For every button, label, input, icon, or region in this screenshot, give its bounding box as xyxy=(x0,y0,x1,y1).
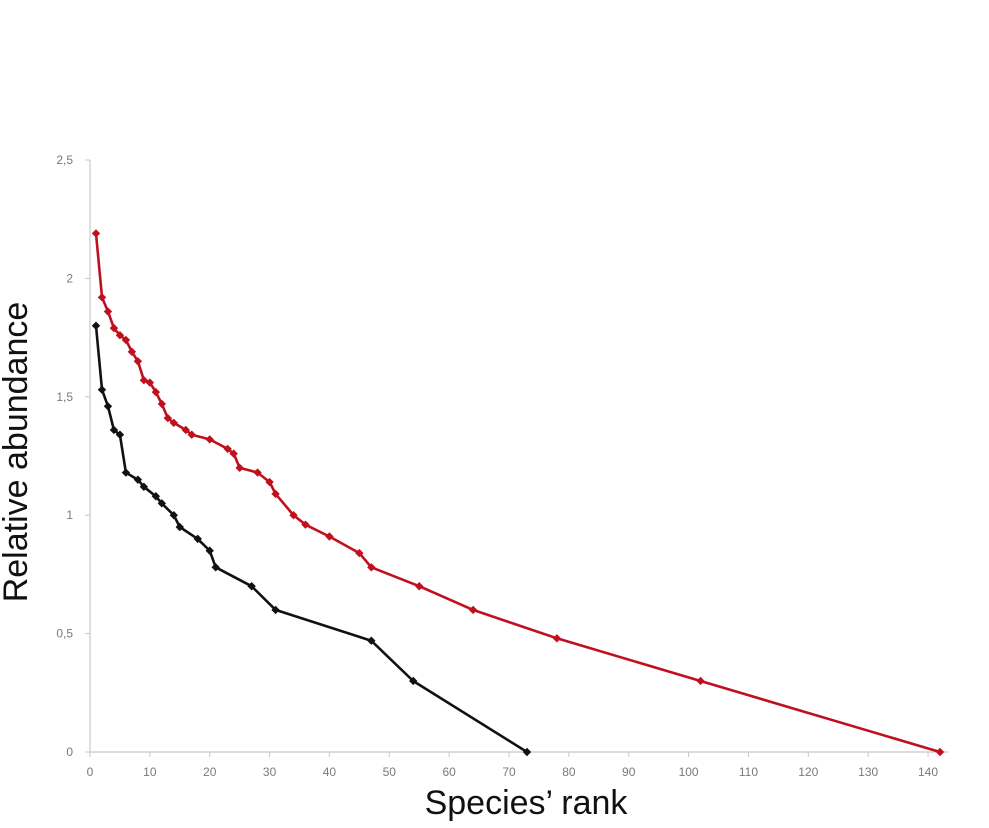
data-point-marker xyxy=(409,676,418,686)
y-tick-label: 2 xyxy=(66,271,73,285)
data-point-marker xyxy=(367,636,376,645)
data-point-marker xyxy=(169,418,179,428)
data-point-marker xyxy=(145,378,155,387)
data-point-marker xyxy=(103,307,113,316)
data-point-marker xyxy=(127,347,137,357)
x-tick-label: 60 xyxy=(442,765,456,779)
data-point-marker xyxy=(121,468,131,477)
data-point-marker xyxy=(169,511,179,520)
y-tick-label: 0 xyxy=(66,745,73,759)
data-point-marker xyxy=(103,402,113,411)
data-point-marker xyxy=(163,413,173,423)
x-tick-label: 10 xyxy=(143,765,157,779)
data-point-marker xyxy=(193,534,202,544)
x-axis-title: Species’ rank xyxy=(425,784,629,822)
data-point-marker xyxy=(97,293,107,302)
y-tick-label: 1,5 xyxy=(56,390,73,404)
data-point-marker xyxy=(223,444,232,454)
data-point-marker xyxy=(522,747,532,757)
data-point-marker xyxy=(355,548,364,558)
data-point-marker xyxy=(91,321,101,330)
y-tick-label: 2,5 xyxy=(56,153,73,167)
data-point-marker xyxy=(181,425,190,435)
series-red xyxy=(91,229,945,757)
x-tick-label: 100 xyxy=(679,765,699,779)
data-point-marker xyxy=(265,477,274,487)
x-tick-label: 140 xyxy=(918,765,938,779)
x-tick-label: 70 xyxy=(502,765,516,779)
data-point-marker xyxy=(468,605,478,615)
data-point-marker xyxy=(271,489,280,499)
series-black xyxy=(91,321,532,757)
data-point-marker xyxy=(935,747,945,757)
data-point-marker xyxy=(175,522,184,532)
data-point-marker xyxy=(187,430,196,439)
data-point-marker xyxy=(552,634,562,643)
series-layer xyxy=(91,229,945,757)
tick-labels: 0 10 20 30 40 50 60 70 80 90 100 110 120 130 140 0 0,5 1 1… xyxy=(56,153,938,779)
data-point-marker xyxy=(205,435,214,444)
data-point-marker xyxy=(253,468,262,477)
data-point-marker xyxy=(367,563,376,572)
data-point-marker xyxy=(696,676,705,686)
data-point-marker xyxy=(415,582,424,591)
data-point-marker xyxy=(205,546,214,555)
y-tick-label: 1 xyxy=(66,508,73,522)
data-point-marker xyxy=(133,357,143,366)
data-point-marker xyxy=(97,385,107,394)
data-point-marker xyxy=(235,463,244,473)
series-line xyxy=(94,325,528,754)
data-point-marker xyxy=(157,499,167,508)
data-point-marker xyxy=(157,399,167,409)
data-point-marker xyxy=(325,532,334,541)
data-point-marker xyxy=(109,425,119,435)
x-tick-label: 90 xyxy=(622,765,636,779)
data-point-marker xyxy=(151,492,161,501)
data-point-marker xyxy=(151,387,161,397)
x-tick-label: 50 xyxy=(383,765,397,779)
x-tick-label: 130 xyxy=(858,765,878,779)
x-tick-label: 0 xyxy=(87,765,94,779)
data-point-marker xyxy=(247,582,256,591)
data-point-marker xyxy=(115,430,125,439)
x-tick-label: 30 xyxy=(263,765,277,779)
x-tick-label: 40 xyxy=(323,765,337,779)
data-point-marker xyxy=(121,335,131,345)
data-point-marker xyxy=(229,449,238,458)
data-point-marker xyxy=(289,511,298,520)
data-point-marker xyxy=(91,229,101,238)
y-axis-title: Relative abundance xyxy=(0,302,35,603)
data-point-marker xyxy=(133,475,143,484)
axes xyxy=(89,160,948,753)
x-tick-label: 110 xyxy=(739,765,758,779)
data-point-marker xyxy=(139,482,149,491)
data-point-marker xyxy=(301,520,310,529)
x-tick-label: 20 xyxy=(203,765,217,779)
data-point-marker xyxy=(271,605,280,615)
series-line xyxy=(94,233,941,754)
x-tick-label: 80 xyxy=(562,765,576,779)
data-point-marker xyxy=(109,323,119,333)
data-point-marker xyxy=(115,331,125,340)
data-point-marker xyxy=(211,563,220,572)
y-tick-label: 0,5 xyxy=(56,627,73,641)
x-tick-label: 120 xyxy=(798,765,818,779)
